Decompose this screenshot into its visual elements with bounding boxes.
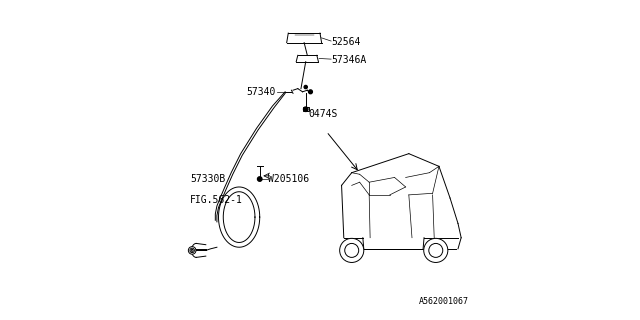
Text: 52564: 52564 (332, 37, 361, 47)
Text: W205106: W205106 (268, 174, 309, 184)
Bar (303, 107, 308, 111)
Circle shape (257, 177, 262, 181)
Text: 57340: 57340 (246, 87, 276, 97)
Circle shape (345, 244, 358, 257)
Circle shape (191, 250, 193, 252)
Circle shape (308, 90, 312, 94)
Circle shape (188, 247, 196, 254)
Circle shape (304, 85, 307, 89)
Circle shape (190, 248, 195, 252)
Circle shape (429, 244, 443, 257)
Text: 57346A: 57346A (332, 55, 367, 65)
Circle shape (424, 238, 448, 262)
Text: 0474S: 0474S (308, 109, 338, 119)
Circle shape (340, 238, 364, 262)
Text: FIG.562-1: FIG.562-1 (190, 195, 243, 205)
Text: A562001067: A562001067 (419, 297, 469, 306)
Circle shape (303, 107, 308, 111)
Text: 57330B: 57330B (190, 174, 225, 184)
